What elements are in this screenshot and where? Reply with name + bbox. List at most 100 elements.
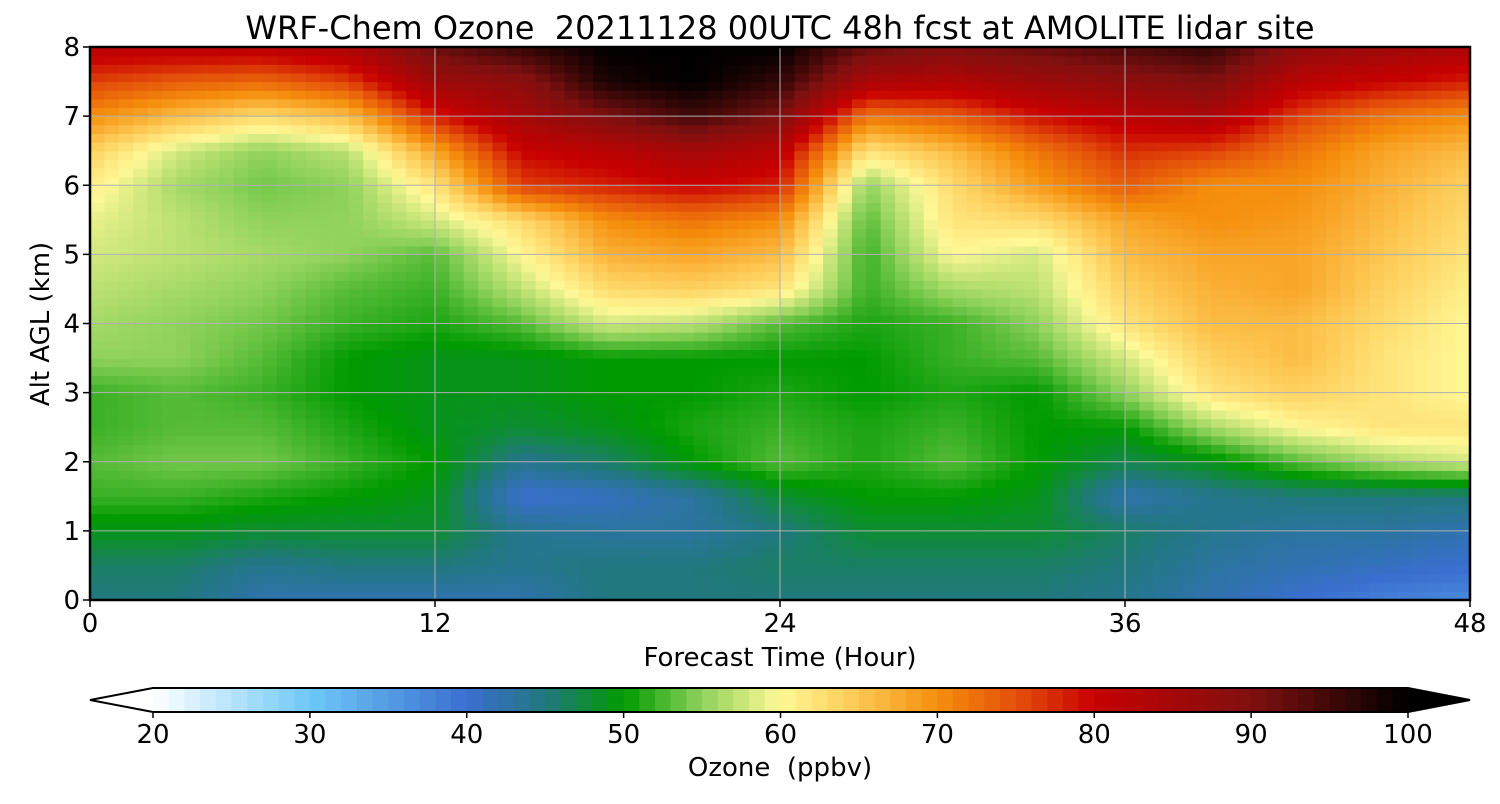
ozone-cell (1254, 444, 1270, 454)
ozone-cell (693, 254, 709, 264)
ozone-cell (665, 358, 680, 368)
ozone-cell (1053, 487, 1069, 497)
ozone-cell (406, 323, 422, 333)
ozone-cell (1053, 211, 1069, 221)
ozone-cell (435, 288, 450, 299)
ozone-cell (449, 185, 465, 195)
ozone-cell (1297, 159, 1313, 169)
ozone-cell (449, 574, 465, 584)
ozone-cell (938, 582, 954, 592)
ozone-cell (506, 237, 522, 247)
ozone-cell (1426, 513, 1442, 523)
ozone-cell (1211, 582, 1227, 592)
ozone-cell (176, 228, 192, 238)
ozone-cell (219, 401, 235, 411)
ozone-cell (1254, 167, 1270, 178)
ozone-cell (1196, 453, 1212, 463)
ozone-cell (492, 574, 508, 584)
ozone-cell (176, 383, 192, 394)
ozone-cell (1067, 323, 1083, 333)
ozone-cell (248, 254, 264, 264)
ozone-cell (909, 340, 925, 351)
ozone-cell (1081, 176, 1097, 186)
ozone-cell (276, 565, 292, 575)
ozone-cell (636, 271, 652, 281)
ozone-cell (1412, 219, 1428, 230)
ozone-cell (1355, 263, 1370, 273)
ozone-cell (1340, 323, 1356, 333)
ozone-cell (550, 375, 565, 385)
ozone-cell (837, 522, 853, 532)
ozone-cell (262, 254, 278, 264)
ozone-cell (1067, 479, 1083, 489)
ozone-cell (1398, 574, 1414, 584)
ozone-cell (981, 314, 997, 325)
ozone-cell (348, 314, 364, 325)
ozone-cell (1441, 219, 1457, 230)
ozone-cell (938, 150, 954, 160)
ozone-cell (650, 245, 666, 255)
ozone-cell (348, 461, 364, 471)
ozone-cell (190, 349, 206, 359)
ozone-cell (348, 358, 364, 368)
ozone-cell (866, 530, 882, 541)
ozone-cell (1369, 392, 1385, 402)
ozone-cell (578, 479, 594, 489)
ozone-cell (506, 366, 522, 376)
ozone-cell (607, 556, 623, 567)
ozone-cell (1125, 418, 1140, 428)
ozone-cell (780, 202, 795, 212)
ozone-cell (1182, 435, 1198, 446)
ozone-cell (1182, 254, 1198, 264)
ozone-cell (564, 522, 580, 532)
ozone-cell (665, 591, 680, 600)
ozone-cell (966, 453, 982, 463)
ozone-cell (463, 513, 479, 523)
ozone-cell (736, 427, 752, 437)
ozone-cell (708, 167, 724, 178)
ozone-cell (161, 591, 177, 600)
ozone-cell (492, 340, 508, 351)
ozone-cell (1441, 453, 1457, 463)
ozone-cell (607, 539, 623, 549)
ozone-cell (794, 591, 810, 600)
ozone-cell (1326, 409, 1342, 420)
ozone-cell (1455, 487, 1470, 497)
ozone-cell (1096, 271, 1112, 281)
ozone-cell (90, 237, 105, 247)
ozone-cell (1024, 349, 1040, 359)
ozone-cell (780, 401, 795, 411)
ozone-cell (463, 211, 479, 221)
ozone-cell (693, 314, 709, 325)
ozone-cell (981, 409, 997, 420)
ozone-cell (621, 271, 637, 281)
ozone-cell (1110, 297, 1126, 307)
ozone-cell (1153, 418, 1169, 428)
ozone-cell (1110, 280, 1126, 290)
ozone-cell (147, 159, 163, 169)
ozone-cell (722, 548, 738, 558)
ozone-cell (808, 522, 824, 532)
ozone-cell (506, 358, 522, 368)
ozone-cell (104, 245, 120, 255)
ozone-cell (607, 237, 623, 247)
ozone-cell (1268, 453, 1284, 463)
ozone-cell (1024, 444, 1040, 454)
ozone-cell (463, 539, 479, 549)
ozone-cell (1254, 574, 1270, 584)
ozone-cell (837, 574, 853, 584)
ozone-cell (233, 237, 249, 247)
ozone-cell (621, 591, 637, 600)
ozone-cell (665, 288, 680, 299)
ozone-cell (1196, 176, 1212, 186)
ozone-cell (118, 323, 134, 333)
ozone-cell (751, 297, 767, 307)
ozone-cell (751, 591, 767, 600)
ozone-cell (1096, 167, 1112, 178)
ozone-cell (305, 556, 321, 567)
ozone-cell (506, 306, 522, 316)
ozone-cell (880, 574, 896, 584)
ozone-cell (305, 427, 321, 437)
ozone-cell (1125, 461, 1140, 471)
ozone-cell (794, 202, 810, 212)
